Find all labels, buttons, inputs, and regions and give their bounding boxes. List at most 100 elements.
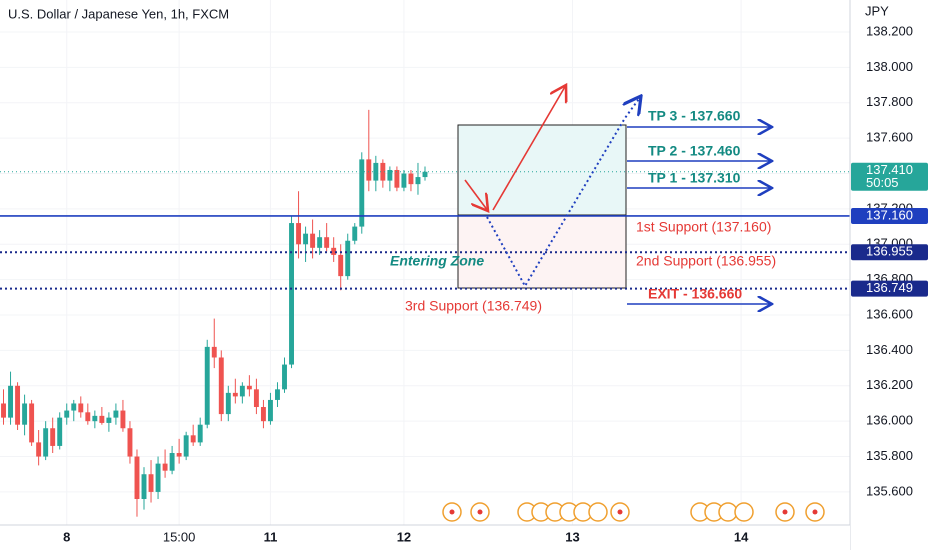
candle-body	[92, 415, 98, 422]
price-tag	[851, 244, 928, 261]
price-tag	[851, 207, 928, 224]
candle-body	[1, 403, 6, 418]
entry-arrow	[464, 179, 488, 211]
candle-body	[282, 364, 287, 390]
candle-body	[303, 233, 309, 245]
y-tick-label: 138.000	[866, 59, 913, 74]
x-tick-label: 8	[63, 529, 70, 544]
y-tick-label: 137.800	[866, 94, 913, 109]
candle-body	[225, 392, 231, 415]
candle-body	[260, 407, 266, 422]
candle-body	[253, 389, 259, 408]
chart-title: U.S. Dollar / Japanese Yen, 1h, FXCM	[8, 6, 229, 21]
x-tick-label: 12	[397, 529, 411, 544]
y-tick-label: 138.200	[866, 23, 913, 38]
annotation: TP 1 - 137.310	[648, 170, 741, 186]
target-zone	[457, 124, 627, 216]
candle-body	[50, 428, 56, 446]
y-tick-label: 136.000	[866, 413, 913, 428]
candle-body	[345, 240, 351, 277]
annotation: TP 2 - 137.460	[648, 143, 741, 159]
candle-body	[169, 453, 175, 471]
candle-body	[141, 474, 147, 499]
candle-body	[359, 159, 365, 227]
candle-body	[310, 233, 316, 248]
candle-body	[338, 254, 344, 277]
candle-body	[85, 412, 91, 422]
candle-body	[408, 173, 414, 185]
x-tick-label: 15:00	[163, 529, 196, 544]
price-lines	[0, 171, 850, 290]
price-tag-label: 137.160	[866, 207, 913, 222]
candle-body	[148, 474, 154, 492]
last-price-tag	[851, 162, 928, 191]
countdown-label: 50:05	[866, 175, 899, 190]
candle-body	[134, 456, 140, 499]
candle-body	[204, 346, 210, 425]
annotation: TP 3 - 137.660	[648, 108, 741, 124]
candle-body	[29, 403, 35, 443]
candle-body	[415, 177, 421, 185]
y-tick-label: 135.800	[866, 448, 913, 463]
candle-body	[401, 173, 407, 188]
candle-body	[211, 346, 217, 358]
candle-body	[15, 385, 21, 425]
candle-body	[267, 399, 273, 422]
scenario-path	[486, 96, 641, 289]
candle-body	[352, 226, 358, 241]
price-tag-label: 136.749	[866, 280, 913, 295]
currency-label: JPY	[865, 3, 889, 18]
candle-body	[317, 237, 323, 248]
annotation: 2nd Support (136.955)	[636, 253, 776, 269]
candle-body	[246, 385, 252, 390]
candle-body	[422, 171, 428, 178]
candle-body	[43, 428, 49, 457]
candle-body	[190, 435, 196, 443]
annotation: EXIT - 136.660	[648, 286, 742, 302]
candle-body	[8, 385, 13, 418]
candle-body	[394, 169, 400, 188]
candle-body	[380, 162, 386, 181]
price-tag-label: 136.955	[866, 244, 913, 259]
axis-labels: 135.600 135.800 136.000 136.200 136.400 136.6…	[63, 23, 913, 544]
candle-body	[387, 169, 393, 181]
candle-body	[183, 435, 189, 457]
price-tag	[851, 280, 928, 297]
candle-body	[324, 237, 330, 248]
candles	[1, 109, 428, 517]
candle-body	[176, 453, 182, 457]
candle-body	[373, 162, 379, 181]
candle-body	[197, 424, 203, 443]
event-icons	[442, 502, 825, 522]
candle-body	[120, 410, 126, 429]
candle-body	[36, 442, 42, 457]
candle-body	[232, 392, 238, 397]
candle-body	[78, 403, 84, 413]
candle-body	[71, 403, 77, 411]
candle-body	[239, 385, 245, 397]
candle-body	[155, 463, 161, 492]
annotation: 1st Support (137.160)	[636, 219, 771, 235]
candle-body	[366, 159, 372, 181]
x-tick-label: 11	[264, 529, 278, 544]
candle-body	[113, 410, 119, 418]
up-arrow	[492, 85, 566, 211]
price-axis	[850, 0, 932, 550]
plot-area	[0, 0, 850, 525]
candle-body	[218, 357, 224, 415]
candle-body	[127, 428, 133, 457]
annotation: Entering Zone	[390, 253, 484, 269]
y-tick-label: 136.600	[866, 306, 913, 321]
candle-body	[22, 403, 28, 425]
y-tick-label: 136.400	[866, 342, 913, 357]
y-tick-label: 137.600	[866, 130, 913, 145]
last-price-label: 137.410	[866, 162, 913, 177]
candle-body	[57, 417, 63, 446]
x-tick-label: 13	[565, 529, 579, 544]
candle-body	[162, 463, 168, 471]
candle-body	[64, 410, 70, 418]
event-dots	[449, 509, 818, 515]
time-axis	[0, 525, 850, 550]
